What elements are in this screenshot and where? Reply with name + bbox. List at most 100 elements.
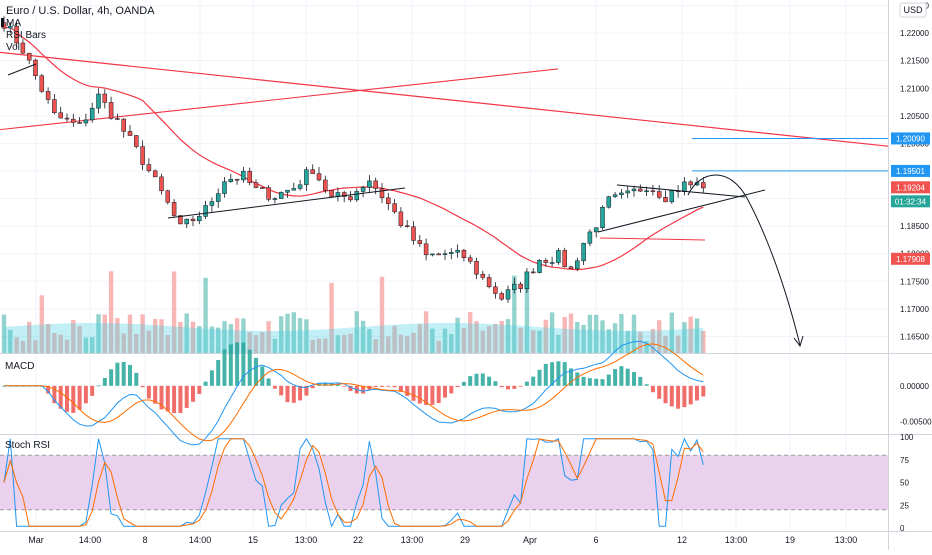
stoch-tick-label: 75 — [900, 456, 909, 465]
indicator-rsi-bars-label[interactable]: RSI Bars — [6, 30, 46, 41]
candle-down — [71, 118, 76, 123]
volume-bar — [644, 340, 649, 353]
macd-histogram-bar — [178, 385, 183, 413]
macd-histogram-bar — [304, 385, 309, 396]
candle-up — [241, 170, 246, 181]
candle-up — [278, 192, 284, 199]
volume-bar — [682, 322, 687, 353]
volume-bar — [556, 334, 561, 353]
macd-tick-label: -0.00500 — [900, 417, 932, 426]
volume-bar — [575, 321, 580, 353]
currency-badge[interactable] — [899, 2, 927, 18]
volume-bar — [115, 318, 120, 353]
candle-down — [562, 250, 567, 268]
volume-bar — [606, 329, 611, 353]
candle-down — [64, 117, 70, 120]
volume-bar — [45, 324, 51, 353]
level-mid-label: 1.19501 — [896, 167, 925, 176]
macd-histogram-bar — [146, 385, 151, 399]
stoch-rsi-pane[interactable] — [3, 437, 704, 528]
macd-histogram-bar — [165, 385, 170, 412]
volume-bar — [354, 311, 359, 353]
indicator-ma-label[interactable]: MA — [6, 18, 21, 29]
macd-histogram-bar — [600, 379, 605, 386]
stoch-axis[interactable]: 100 75 50 25 0 — [900, 433, 914, 533]
volume-bar — [669, 312, 674, 353]
candle-up — [587, 231, 593, 244]
macd-histogram-bar — [650, 385, 655, 393]
macd-histogram-bar — [443, 385, 447, 398]
candle-up — [549, 262, 555, 264]
macd-title[interactable]: MACD — [5, 361, 34, 372]
volume-bar — [285, 313, 290, 353]
candle-up — [272, 198, 278, 200]
macd-histogram-bar — [241, 342, 246, 386]
pane-separator-macd[interactable] — [0, 353, 932, 354]
candle-down — [499, 293, 504, 300]
candle-down — [165, 190, 171, 203]
volume-bar — [33, 340, 38, 353]
candle-down — [341, 192, 347, 197]
indicator-vol-label[interactable]: Vol — [6, 42, 20, 53]
macd-histogram-bar — [228, 344, 233, 386]
candle-up — [222, 181, 227, 194]
candle-down — [404, 225, 410, 227]
candle-up — [285, 189, 290, 193]
volume-bar — [480, 330, 485, 353]
volume-bar — [625, 330, 630, 353]
candle-down — [386, 197, 391, 204]
candlestick-series[interactable] — [1, 16, 706, 303]
macd-histogram-bar — [291, 385, 296, 403]
candle-down — [423, 243, 429, 256]
macd-histogram-bar — [436, 385, 441, 404]
volume-bar — [663, 335, 668, 353]
macd-histogram-bar — [487, 376, 492, 386]
time-tick-label: 13:00 — [725, 535, 748, 545]
candle-up — [682, 181, 687, 192]
candle-down — [310, 169, 315, 174]
macd-histogram-bar — [52, 385, 57, 404]
candle-up — [228, 178, 234, 182]
candle-up — [367, 180, 372, 188]
volume-bar — [165, 335, 170, 353]
price-axis[interactable]: 1.225001.220001.215001.210001.205001.200… — [891, 2, 930, 342]
macd-histogram-bar — [701, 385, 706, 397]
time-axis[interactable]: Mar 14:00 8 14:00 15 13:00 22 13:00 29 Apr 6 12 13:0… — [28, 535, 857, 545]
candle-up — [184, 218, 189, 225]
trend-drawings[interactable] — [7, 63, 888, 348]
volume-bar — [64, 339, 70, 353]
volume-bar — [297, 318, 303, 353]
volume-bar — [140, 314, 145, 353]
candle-down — [461, 249, 467, 258]
candle-up — [215, 193, 221, 202]
candle-down — [247, 170, 252, 183]
candle-down — [171, 202, 177, 216]
volume-bar — [430, 328, 435, 353]
countdown-label: 01:32:34 — [895, 197, 927, 206]
last-price-label-tag — [891, 181, 930, 194]
volume-bar — [367, 329, 372, 353]
macd-histogram-bar — [575, 372, 580, 386]
macd-histogram-bar — [140, 385, 145, 388]
candle-up — [8, 25, 13, 29]
price-tick-label: 1.16500 — [900, 332, 929, 341]
stoch-title[interactable]: Stoch RSI — [5, 440, 50, 451]
macd-pane[interactable] — [2, 340, 706, 446]
macd-histogram-bar — [65, 385, 69, 412]
macd-histogram-bar — [46, 385, 51, 394]
macd-histogram-bar — [676, 385, 681, 409]
macd-histogram-bar — [587, 378, 592, 386]
macd-histogram-bar — [468, 376, 473, 386]
support-trend-line — [167, 187, 406, 219]
macd-axis[interactable]: 0.00000 -0.00500 — [900, 382, 932, 427]
price-tick-label: 1.21000 — [900, 84, 929, 93]
macd-histogram-bar — [386, 385, 391, 387]
macd-histogram-bar — [512, 385, 517, 389]
time-tick-label: 14:00 — [189, 535, 212, 545]
volume-bar — [449, 333, 454, 353]
candle-down — [52, 99, 57, 113]
candle-down — [178, 215, 183, 225]
volume-bar — [52, 333, 57, 353]
pane-separator-stoch[interactable] — [0, 434, 932, 435]
